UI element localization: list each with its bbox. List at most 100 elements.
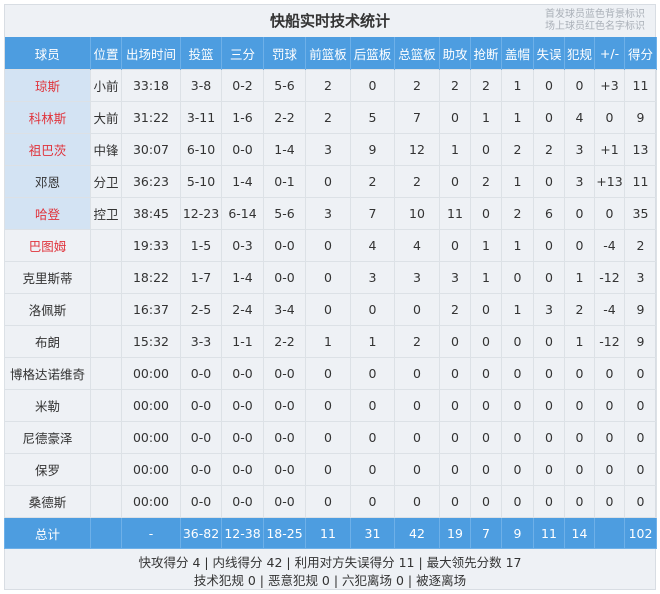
stat-cell: 0	[305, 357, 351, 390]
stat-cell: 0	[501, 357, 534, 390]
column-header[interactable]: 位置	[90, 37, 122, 70]
stat-cell: 36:23	[121, 165, 181, 198]
player-name[interactable]: 米勒	[4, 389, 91, 422]
player-row: 保罗 00:00 0-0 0-0 0-0 0 0 0 0 0 0 0 0 0 0	[4, 453, 657, 486]
stat-cell: 3	[394, 261, 440, 294]
stat-cell: 3	[533, 293, 565, 326]
column-header[interactable]: 盖帽	[501, 37, 534, 70]
stat-cell	[90, 389, 122, 422]
stat-cell: 2	[394, 325, 440, 358]
totals-cell: 7	[470, 517, 502, 549]
player-name[interactable]: 琼斯	[4, 69, 91, 102]
stat-cell: 7	[350, 197, 395, 230]
column-header[interactable]: 出场时间	[121, 37, 181, 70]
stat-cell: 0	[394, 485, 440, 518]
stat-cell: 4	[350, 229, 395, 262]
column-header[interactable]: +/-	[594, 37, 625, 70]
totals-cell	[594, 517, 625, 549]
player-name[interactable]: 洛佩斯	[4, 293, 91, 326]
stat-cell: 1-1	[221, 325, 264, 358]
stat-cell: 0	[305, 485, 351, 518]
stat-cell: 0	[350, 453, 395, 486]
player-name[interactable]: 邓恩	[4, 165, 91, 198]
stat-cell: 3	[305, 197, 351, 230]
stat-cell: 0	[533, 421, 565, 454]
column-header[interactable]: 助攻	[439, 37, 471, 70]
stat-cell: 0	[533, 389, 565, 422]
stat-cell: 2-2	[263, 101, 306, 134]
stat-cell: 1-4	[263, 133, 306, 166]
stat-cell: 1	[470, 101, 502, 134]
player-name[interactable]: 巴图姆	[4, 229, 91, 262]
stat-cell: 分卫	[90, 165, 122, 198]
stat-cell: 0	[470, 133, 502, 166]
column-header[interactable]: 总篮板	[394, 37, 440, 70]
totals-cell: 14	[564, 517, 595, 549]
header-row: 球员 位置 出场时间 投篮 三分 罚球 前篮板 后篮板 总篮板 助攻 抢断 盖帽 失误 犯规 +/- 得分	[4, 37, 657, 70]
stat-cell: 10	[394, 197, 440, 230]
stat-cell: +13	[594, 165, 625, 198]
stat-cell: 00:00	[121, 421, 181, 454]
player-name[interactable]: 尼德豪泽	[4, 421, 91, 454]
stat-cell: +3	[594, 69, 625, 102]
stat-cell: 0-0	[180, 421, 222, 454]
column-header[interactable]: 投篮	[180, 37, 222, 70]
player-name[interactable]: 祖巴茨	[4, 133, 91, 166]
stat-cell: 2	[305, 69, 351, 102]
totals-cell: 102	[624, 517, 657, 549]
stat-cell: 0	[470, 421, 502, 454]
summary-line-1: 快攻得分 4 | 内线得分 42 | 利用对方失误得分 11 | 最大领先分数 …	[138, 555, 522, 570]
player-row: 哈登 控卫 38:45 12-23 6-14 5-6 3 7 10 11 0 2 6 0 0 35	[4, 197, 657, 230]
stat-cell: 4	[564, 101, 595, 134]
player-row: 祖巴茨 中锋 30:07 6-10 0-0 1-4 3 9 12 1 0 2 2 3 +1 13	[4, 133, 657, 166]
stat-cell: 0	[305, 453, 351, 486]
player-name[interactable]: 桑德斯	[4, 485, 91, 518]
player-name[interactable]: 博格达诺维奇	[4, 357, 91, 390]
player-name[interactable]: 科林斯	[4, 101, 91, 134]
stat-cell: 2	[439, 293, 471, 326]
stat-cell: 0	[501, 421, 534, 454]
stat-cell: 0-0	[221, 133, 264, 166]
column-header[interactable]: 失误	[533, 37, 565, 70]
player-row: 博格达诺维奇 00:00 0-0 0-0 0-0 0 0 0 0 0 0 0 0 0 0	[4, 357, 657, 390]
title-text: 快船实时技术统计	[269, 12, 390, 30]
stat-cell: 0	[533, 485, 565, 518]
stat-cell: 0	[350, 389, 395, 422]
totals-cell: -	[121, 517, 181, 549]
stat-cell: 3-3	[180, 325, 222, 358]
column-header[interactable]: 得分	[624, 37, 657, 70]
stat-cell: 2	[470, 165, 502, 198]
stat-cell: 5-10	[180, 165, 222, 198]
stat-cell	[90, 453, 122, 486]
stat-cell: 2	[564, 293, 595, 326]
column-header[interactable]: 罚球	[263, 37, 306, 70]
stat-cell: 0	[501, 453, 534, 486]
stat-cell: 1	[501, 69, 534, 102]
column-header[interactable]: 后篮板	[350, 37, 395, 70]
player-name[interactable]: 保罗	[4, 453, 91, 486]
stat-cell: 0	[439, 229, 471, 262]
player-row: 琼斯 小前 33:18 3-8 0-2 5-6 2 0 2 2 2 1 0 0 +3 11	[4, 69, 657, 102]
stat-cell: 0-0	[263, 357, 306, 390]
stat-cell: 0	[350, 485, 395, 518]
player-name[interactable]: 布朗	[4, 325, 91, 358]
column-header[interactable]: 球员	[4, 37, 91, 70]
stat-cell	[90, 293, 122, 326]
totals-cell: 9	[501, 517, 534, 549]
column-header[interactable]: 抢断	[470, 37, 502, 70]
column-header[interactable]: 犯规	[564, 37, 595, 70]
stat-cell: 9	[350, 133, 395, 166]
stat-cell: 0	[533, 261, 565, 294]
totals-cell: 11	[305, 517, 351, 549]
stat-cell: 2	[624, 229, 657, 262]
column-header[interactable]: 前篮板	[305, 37, 351, 70]
column-header[interactable]: 三分	[221, 37, 264, 70]
stat-cell: 0	[594, 421, 625, 454]
stat-cell: 0	[470, 325, 502, 358]
stat-cell: 13	[624, 133, 657, 166]
stat-cell: 7	[394, 101, 440, 134]
player-name[interactable]: 克里斯蒂	[4, 261, 91, 294]
player-row: 巴图姆 19:33 1-5 0-3 0-0 0 4 4 0 1 1 0 0 -4 2	[4, 229, 657, 262]
player-name[interactable]: 哈登	[4, 197, 91, 230]
stat-cell: 0	[533, 325, 565, 358]
